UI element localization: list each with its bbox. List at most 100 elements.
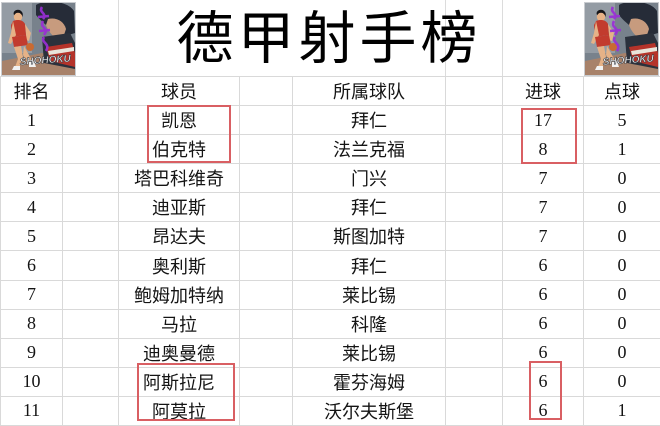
spacer-cell: [239, 279, 293, 310]
spacer-cell: [239, 366, 293, 397]
table-row: 1 凯恩 拜仁 17 5: [0, 105, 660, 136]
spacer-cell: [445, 134, 503, 165]
goals-cell: 6: [502, 337, 584, 368]
team-cell: 莱比锡: [292, 279, 446, 310]
spacer-cell: [445, 250, 503, 281]
goals-cell: 8: [502, 134, 584, 165]
penalties-cell: 0: [583, 163, 660, 194]
rank-cell: 6: [0, 250, 63, 281]
player-cell: 迪奥曼德: [118, 337, 240, 368]
team-cell: 沃尔夫斯堡: [292, 395, 446, 426]
goals-cell: 17: [502, 105, 584, 136]
penalties-cell: 0: [583, 221, 660, 252]
spacer-cell: [445, 395, 503, 426]
player-cell: 迪亚斯: [118, 192, 240, 223]
team-cell: 拜仁: [292, 250, 446, 281]
spacer-cell: [62, 366, 119, 397]
spacer-cell: [445, 221, 503, 252]
table-row: 9 迪奥曼德 莱比锡 6 0: [0, 337, 660, 368]
goals-cell: 6: [502, 366, 584, 397]
penalties-cell: 0: [583, 337, 660, 368]
rank-cell: 9: [0, 337, 63, 368]
player-cell: 伯克特: [118, 134, 240, 165]
purple-watermark-calligraphy: [37, 6, 51, 52]
player-cell: 塔巴科维奇: [118, 163, 240, 194]
spacer-cell: [239, 337, 293, 368]
rank-cell: 10: [0, 366, 63, 397]
penalties-cell: 1: [583, 134, 660, 165]
player-cell: 阿斯拉尼: [118, 366, 240, 397]
table-row: 11 阿莫拉 沃尔夫斯堡 6 1: [0, 395, 660, 426]
spacer-cell: [62, 337, 119, 368]
spacer-cell: [62, 221, 119, 252]
graffiti-text: SHOHOKU: [602, 53, 655, 68]
spacer-cell: [239, 308, 293, 339]
team-cell: 法兰克福: [292, 134, 446, 165]
rank-cell: 7: [0, 279, 63, 310]
spacer-cell: [239, 395, 293, 426]
player-cell: 奥利斯: [118, 250, 240, 281]
team-cell: 霍芬海姆: [292, 366, 446, 397]
spacer-cell: [62, 395, 119, 426]
penalties-cell: 0: [583, 366, 660, 397]
penalties-cell: 1: [583, 395, 660, 426]
team-cell: 拜仁: [292, 192, 446, 223]
col-header-player: 球员: [118, 75, 240, 107]
table-row: 10 阿斯拉尼 霍芬海姆 6 0: [0, 366, 660, 397]
spacer-cell: [445, 308, 503, 339]
spacer-cell: [445, 366, 503, 397]
spacer-cell: [445, 337, 503, 368]
spacer-cell: [239, 221, 293, 252]
slam-dunk-art-icon: SHOHOKU: [2, 3, 75, 75]
slam-dunk-art-icon: SHOHOKU: [585, 3, 658, 75]
spacer-cell: [445, 105, 503, 136]
spacer-cell: [239, 250, 293, 281]
spacer-cell: [62, 75, 119, 107]
rank-cell: 5: [0, 221, 63, 252]
col-header-team: 所属球队: [292, 75, 446, 107]
rank-cell: 4: [0, 192, 63, 223]
goals-cell: 6: [502, 250, 584, 281]
goals-cell: 6: [502, 279, 584, 310]
table-row: 6 奥利斯 拜仁 6 0: [0, 250, 660, 281]
team-cell: 斯图加特: [292, 221, 446, 252]
spacer-cell: [62, 163, 119, 194]
penalties-cell: 0: [583, 308, 660, 339]
col-header-penalties: 点球: [583, 75, 660, 107]
page-title: 德甲射手榜: [176, 8, 482, 71]
team-cell: 科隆: [292, 308, 446, 339]
basketball-player-artwork-right: SHOHOKU: [584, 2, 659, 76]
goals-cell: 6: [502, 308, 584, 339]
spacer-cell: [239, 75, 293, 107]
graffiti-text: SHOHOKU: [19, 53, 72, 68]
table-row: 2 伯克特 法兰克福 8 1: [0, 134, 660, 165]
table-row: 7 鲍姆加特纳 莱比锡 6 0: [0, 279, 660, 310]
col-header-goals: 进球: [502, 75, 584, 107]
team-cell: 拜仁: [292, 105, 446, 136]
spacer-cell: [445, 75, 503, 107]
goals-cell: 7: [502, 163, 584, 194]
player-cell: 凯恩: [118, 105, 240, 136]
scorers-table: 排名 球员 所属球队 进球 点球 1 凯恩 拜仁 17 5 2 伯克特 法兰克福: [0, 75, 660, 426]
rank-cell: 1: [0, 105, 63, 136]
col-header-rank: 排名: [0, 75, 63, 107]
penalties-cell: 0: [583, 192, 660, 223]
table-row: 3 塔巴科维奇 门兴 7 0: [0, 163, 660, 194]
spacer-cell: [62, 105, 119, 136]
spacer-cell: [62, 250, 119, 281]
purple-watermark-calligraphy: [608, 6, 622, 52]
table-row: 5 昂达夫 斯图加特 7 0: [0, 221, 660, 252]
spacer-cell: [445, 279, 503, 310]
goals-cell: 7: [502, 221, 584, 252]
player-cell: 马拉: [118, 308, 240, 339]
gridline: [445, 0, 446, 76]
team-cell: 门兴: [292, 163, 446, 194]
spacer-cell: [239, 192, 293, 223]
header-row: 排名 球员 所属球队 进球 点球: [0, 75, 660, 107]
team-cell: 莱比锡: [292, 337, 446, 368]
gridline: [502, 0, 503, 76]
goals-cell: 6: [502, 395, 584, 426]
penalties-cell: 0: [583, 279, 660, 310]
spacer-cell: [62, 192, 119, 223]
